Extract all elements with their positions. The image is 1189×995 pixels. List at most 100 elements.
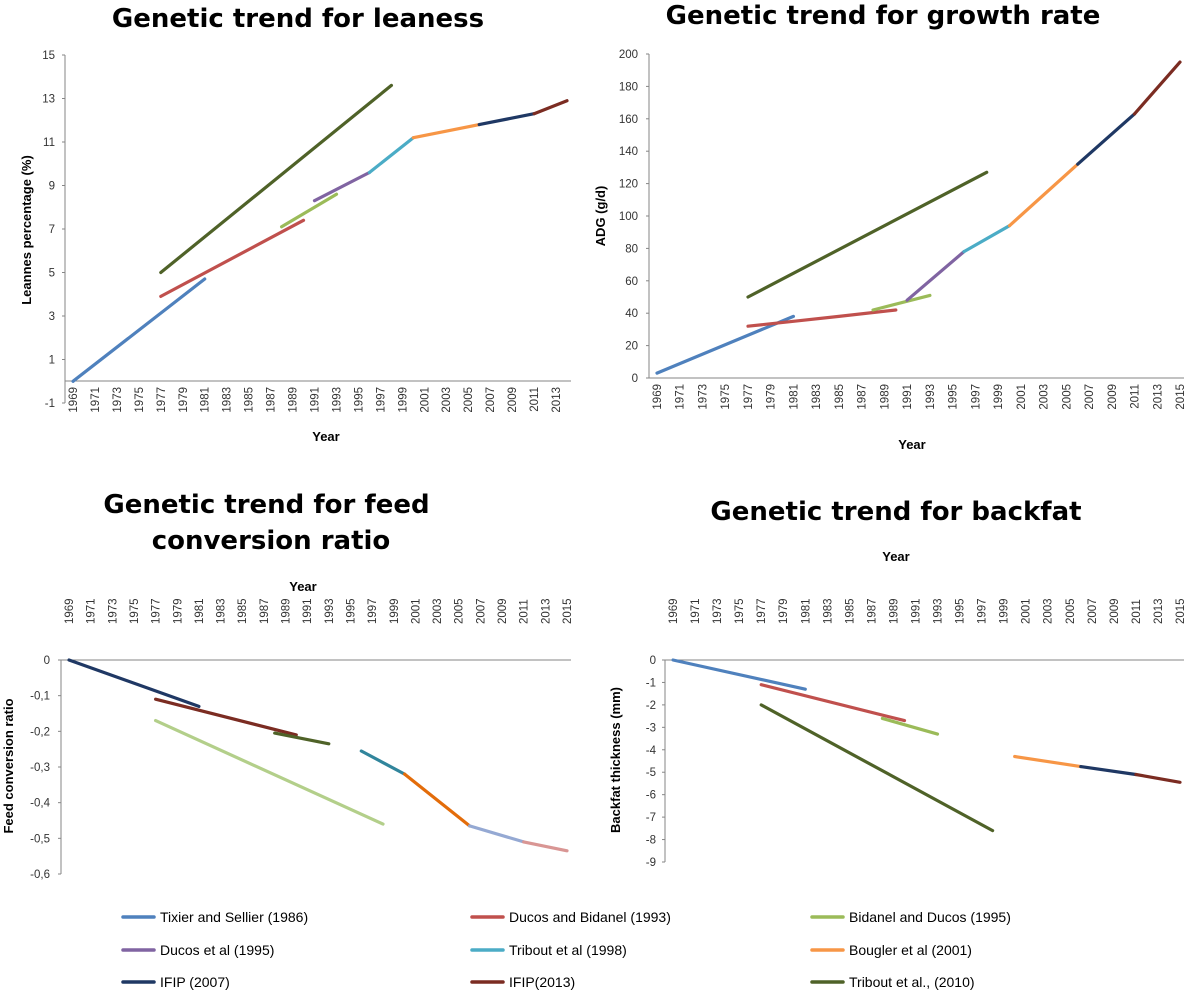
y-tick-label: 120 xyxy=(619,179,638,191)
x-tick-label: 1979 xyxy=(172,598,184,624)
x-tick-label: 1995 xyxy=(948,384,960,410)
y-tick-label: -0,3 xyxy=(30,762,50,774)
y-tick-label: 100 xyxy=(619,211,638,223)
series-line xyxy=(1013,754,1083,769)
x-tick-label: 1975 xyxy=(129,598,141,624)
series-line xyxy=(280,192,339,229)
x-tick-label: 2005 xyxy=(1065,598,1077,624)
x-tick-label: 1975 xyxy=(734,598,746,624)
legend-label: Tixier and Sellier (1986) xyxy=(160,909,308,925)
chart-title: Genetic trend for feed conversion ratio xyxy=(103,490,438,556)
x-tick-label: 2009 xyxy=(1107,384,1119,410)
chart-title: Genetic trend for backfat xyxy=(710,497,1081,527)
x-tick-label: 1995 xyxy=(345,598,357,624)
x-tick-label: 1973 xyxy=(107,598,119,624)
x-tick-label: 1971 xyxy=(675,384,687,410)
y-tick-label: -4 xyxy=(646,745,657,757)
y-tick-label: -0,2 xyxy=(30,726,50,738)
x-tick-label: 1997 xyxy=(977,598,989,624)
x-tick-label: 1977 xyxy=(756,598,768,624)
series-line xyxy=(759,683,907,723)
x-tick-label: 1985 xyxy=(244,387,256,413)
x-tick-label: 2003 xyxy=(1039,384,1051,410)
x-tick-label: 1983 xyxy=(811,384,823,410)
y-axis-label: Leannes percentage (%) xyxy=(19,155,34,305)
x-tick-label: 2001 xyxy=(410,598,422,624)
x-tick-label: 1977 xyxy=(743,384,755,410)
x-tick-label: 2013 xyxy=(1153,598,1165,624)
x-tick-label: 2003 xyxy=(1043,598,1055,624)
x-tick-label: 1991 xyxy=(910,598,922,624)
y-tick-label: 5 xyxy=(49,268,55,280)
x-tick-label: 1989 xyxy=(288,387,300,413)
x-tick-label: 1985 xyxy=(834,384,846,410)
series-line xyxy=(403,772,472,828)
x-tick-label: 1981 xyxy=(194,598,206,624)
y-tick-label: 60 xyxy=(625,276,638,288)
x-tick-label: 1987 xyxy=(866,598,878,624)
x-tick-label: 1983 xyxy=(822,598,834,624)
y-tick-label: 80 xyxy=(625,243,638,255)
y-axis-label: Backfat thickness (mm) xyxy=(608,687,623,833)
x-tick-label: 2015 xyxy=(562,598,574,624)
legend-item: Bougler et al (2001) xyxy=(810,942,972,958)
series-line xyxy=(532,99,569,116)
x-tick-label: 1981 xyxy=(788,384,800,410)
x-tick-label: 1999 xyxy=(397,387,409,413)
x-tick-label: 2013 xyxy=(540,598,552,624)
legend-item: IFIP (2007) xyxy=(121,974,230,990)
x-tick-label: 1989 xyxy=(281,598,293,624)
y-tick-label: 0 xyxy=(44,655,50,667)
x-tick-label: 1989 xyxy=(879,384,891,410)
x-tick-label: 2009 xyxy=(507,387,519,413)
x-tick-label: 2003 xyxy=(441,387,453,413)
y-tick-label: -0,6 xyxy=(30,869,50,881)
x-tick-label: 1977 xyxy=(156,387,168,413)
x-tick-label: 1997 xyxy=(367,598,379,624)
x-tick-label: 1985 xyxy=(844,598,856,624)
x-tick-label: 1993 xyxy=(331,387,343,413)
x-tick-label: 1975 xyxy=(134,387,146,413)
x-tick-label: 1979 xyxy=(766,384,778,410)
x-tick-label: 1999 xyxy=(999,598,1011,624)
x-tick-label: 1971 xyxy=(90,387,102,413)
x-tick-label: 1991 xyxy=(310,387,322,413)
series-line xyxy=(671,658,807,691)
series-line xyxy=(273,731,331,746)
y-tick-label: -2 xyxy=(646,700,656,712)
series-line xyxy=(359,749,407,776)
x-tick-label: 1997 xyxy=(375,387,387,413)
x-tick-label: 2005 xyxy=(463,387,475,413)
x-tick-label: 1969 xyxy=(68,387,80,413)
y-axis-label: ADG (g/d) xyxy=(593,186,608,247)
legend-item: IFIP(2013) xyxy=(470,974,575,990)
series-line xyxy=(746,170,989,299)
x-tick-label: 1979 xyxy=(178,387,190,413)
legend: Tixier and Sellier (1986) Ducos and Bidan… xyxy=(121,909,1011,990)
series-line xyxy=(871,293,932,312)
y-tick-label: 0 xyxy=(632,373,638,385)
x-tick-label: 1973 xyxy=(112,387,124,413)
y-tick-label: 160 xyxy=(619,114,638,126)
series-line xyxy=(1007,162,1080,228)
series-line xyxy=(655,314,796,375)
chart-title-line-1: Genetic trend for feed xyxy=(103,490,429,520)
chart-title: Genetic trend for growth rate xyxy=(666,1,1101,31)
legend-label: Ducos et al (1995) xyxy=(160,942,274,958)
x-tick-label: 2015 xyxy=(1175,598,1187,624)
x-tick-label: 2005 xyxy=(454,598,466,624)
x-tick-label: 1989 xyxy=(888,598,900,624)
legend-label: Tribout et al (1998) xyxy=(509,942,627,958)
x-tick-label: 1987 xyxy=(259,598,271,624)
x-tick-label: 2007 xyxy=(1087,598,1099,624)
x-tick-label: 1985 xyxy=(237,598,249,624)
y-tick-label: 140 xyxy=(619,146,638,158)
x-tick-label: 1997 xyxy=(970,384,982,410)
series-line xyxy=(1076,112,1137,166)
series-line xyxy=(71,277,207,383)
y-tick-label: -8 xyxy=(646,835,656,847)
x-tick-label: 1999 xyxy=(389,598,401,624)
legend-item: Ducos and Bidanel (1993) xyxy=(470,909,671,925)
y-tick-label: 0 xyxy=(650,655,656,667)
